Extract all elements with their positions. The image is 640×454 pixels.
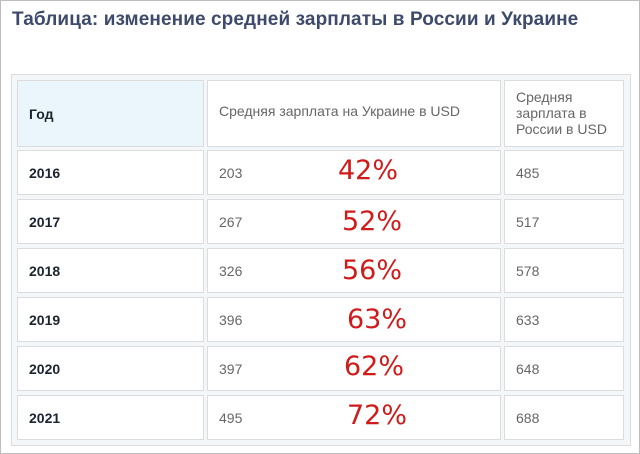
- russia-salary-cell: 633: [504, 297, 624, 342]
- percent-annotation: 63%: [347, 304, 408, 335]
- table-row-year: 2019: [17, 297, 204, 342]
- table-row-year: 2016: [17, 150, 204, 195]
- russia-salary-cell: 485: [504, 150, 624, 195]
- header-ukraine-label: Средняя зарплата на Украине в USD: [219, 103, 460, 119]
- russia-salary-cell: 517: [504, 199, 624, 244]
- ukraine-salary-value: 495: [219, 409, 243, 426]
- table-row-year: 2018: [17, 248, 204, 293]
- russia-salary-cell: 578: [504, 248, 624, 293]
- year-value: 2018: [29, 262, 61, 279]
- ukraine-salary-cell: 326 56%: [207, 248, 501, 293]
- percent-annotation: 62%: [344, 351, 405, 382]
- percent-annotation: 56%: [342, 255, 403, 286]
- table-row-year: 2021: [17, 395, 204, 440]
- year-value: 2019: [29, 311, 61, 328]
- page-title: Таблица: изменение средней зарплаты в Ро…: [12, 9, 579, 30]
- year-value: 2017: [29, 213, 61, 230]
- russia-salary-value: 648: [516, 360, 540, 377]
- header-year-label: Год: [29, 105, 54, 122]
- year-value: 2016: [29, 164, 61, 181]
- header-russia: Средняя зарплата в России в USD: [504, 80, 624, 147]
- russia-salary-value: 485: [516, 164, 540, 181]
- russia-salary-cell: 648: [504, 346, 624, 391]
- ukraine-salary-value: 203: [219, 164, 243, 181]
- russia-salary-value: 688: [516, 409, 540, 426]
- ukraine-salary-cell: 396 63%: [207, 297, 501, 342]
- year-value: 2021: [29, 409, 61, 426]
- table-row-year: 2020: [17, 346, 204, 391]
- ukraine-salary-value: 397: [219, 360, 243, 377]
- ukraine-salary-value: 396: [219, 311, 243, 328]
- percent-annotation: 52%: [342, 206, 403, 237]
- header-ukraine: Средняя зарплата на Украине в USD: [207, 80, 501, 147]
- table-row-year: 2017: [17, 199, 204, 244]
- ukraine-salary-cell: 495 72%: [207, 395, 501, 440]
- russia-salary-cell: 688: [504, 395, 624, 440]
- percent-annotation: 42%: [338, 155, 399, 186]
- ukraine-salary-value: 267: [219, 213, 243, 230]
- year-value: 2020: [29, 360, 61, 377]
- header-year: Год: [17, 80, 204, 147]
- ukraine-salary-value: 326: [219, 262, 243, 279]
- ukraine-salary-cell: 203 42%: [207, 150, 501, 195]
- header-russia-label: Средняя зарплата в России в USD: [516, 89, 607, 137]
- ukraine-salary-cell: 397 62%: [207, 346, 501, 391]
- ukraine-salary-cell: 267 52%: [207, 199, 501, 244]
- russia-salary-value: 517: [516, 213, 540, 230]
- russia-salary-value: 578: [516, 262, 540, 279]
- salary-table: Год Средняя зарплата на Украине в USD Ср…: [11, 74, 631, 446]
- percent-annotation: 72%: [347, 400, 408, 431]
- russia-salary-value: 633: [516, 311, 540, 328]
